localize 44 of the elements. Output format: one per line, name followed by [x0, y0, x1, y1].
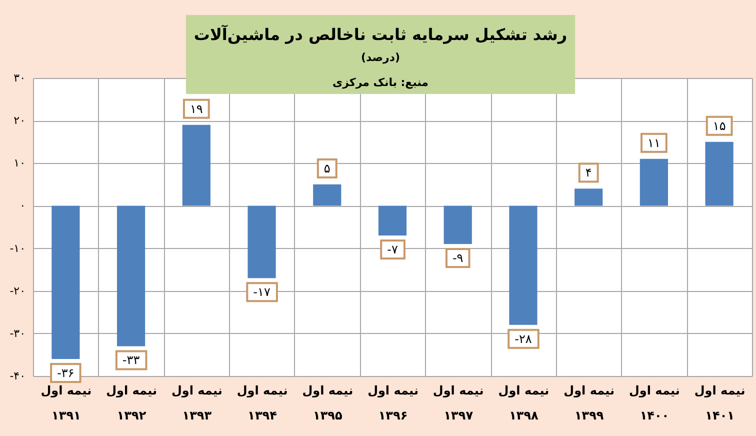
- x-tick-label: نیمه اول ۱۴۰۰: [629, 384, 680, 422]
- bar: [52, 206, 80, 359]
- y-tick-label: ۰: [20, 199, 26, 212]
- chart-title: رشد تشکیل سرمایه ثابت ناخالص در ماشین‌آلات: [194, 24, 568, 44]
- y-tick-label: -۱۰: [10, 242, 26, 255]
- bar: [248, 206, 276, 278]
- bar: [640, 158, 668, 206]
- x-tick-label: نیمه اول ۱۳۹۸: [498, 384, 550, 422]
- x-tick-label: نیمه اول ۱۳۹۱: [40, 384, 92, 422]
- x-tick-label: نیمه اول ۱۳۹۳: [171, 384, 222, 422]
- data-label: ۱۱: [648, 136, 660, 150]
- bar: [313, 184, 342, 206]
- bar: [574, 188, 603, 206]
- y-tick-label: ۳۰: [14, 72, 26, 84]
- data-label: -۹: [452, 251, 464, 266]
- bar: [444, 206, 472, 244]
- data-label: -۳۶: [57, 366, 74, 380]
- bar: [705, 142, 734, 206]
- y-tick-label: -۴۰: [10, 370, 26, 382]
- x-tick-label: نیمه اول ۱۳۹۶: [368, 384, 418, 422]
- y-tick-label: -۲۰: [10, 284, 26, 298]
- data-label: -۲۸: [514, 332, 532, 346]
- y-tick-label: ۲۰: [14, 114, 26, 128]
- x-tick-label: نیمه اول ۱۳۹۷: [432, 384, 484, 422]
- y-tick-label: -۳۰: [10, 326, 26, 340]
- bar: [509, 206, 538, 325]
- chart-subtitle: (درصد): [360, 51, 400, 64]
- data-label: ۱۹: [190, 102, 203, 116]
- x-tick-label: نیمه اول ۱۳۹۲: [106, 384, 157, 422]
- data-label: ۵: [324, 161, 330, 176]
- data-label: ۱۵: [712, 118, 726, 133]
- x-tick-label: نیمه اول ۱۳۹۵: [302, 384, 354, 422]
- data-label: -۳۳: [122, 353, 140, 368]
- x-tick-label: نیمه اول ۱۴۰۱: [694, 384, 746, 422]
- data-label: -۷: [387, 242, 398, 257]
- data-label: -۱۷: [253, 285, 271, 300]
- bar: [378, 206, 407, 236]
- data-label: ۴: [585, 166, 592, 180]
- x-tick-label: نیمه اول ۱۳۹۹: [564, 384, 615, 422]
- bar: [182, 124, 210, 206]
- bar: [116, 206, 146, 346]
- y-tick-label: ۱۰: [14, 156, 26, 170]
- x-tick-label: نیمه اول ۱۳۹۴: [236, 384, 288, 422]
- annotation: منبع: بانک مرکزی: [332, 76, 428, 89]
